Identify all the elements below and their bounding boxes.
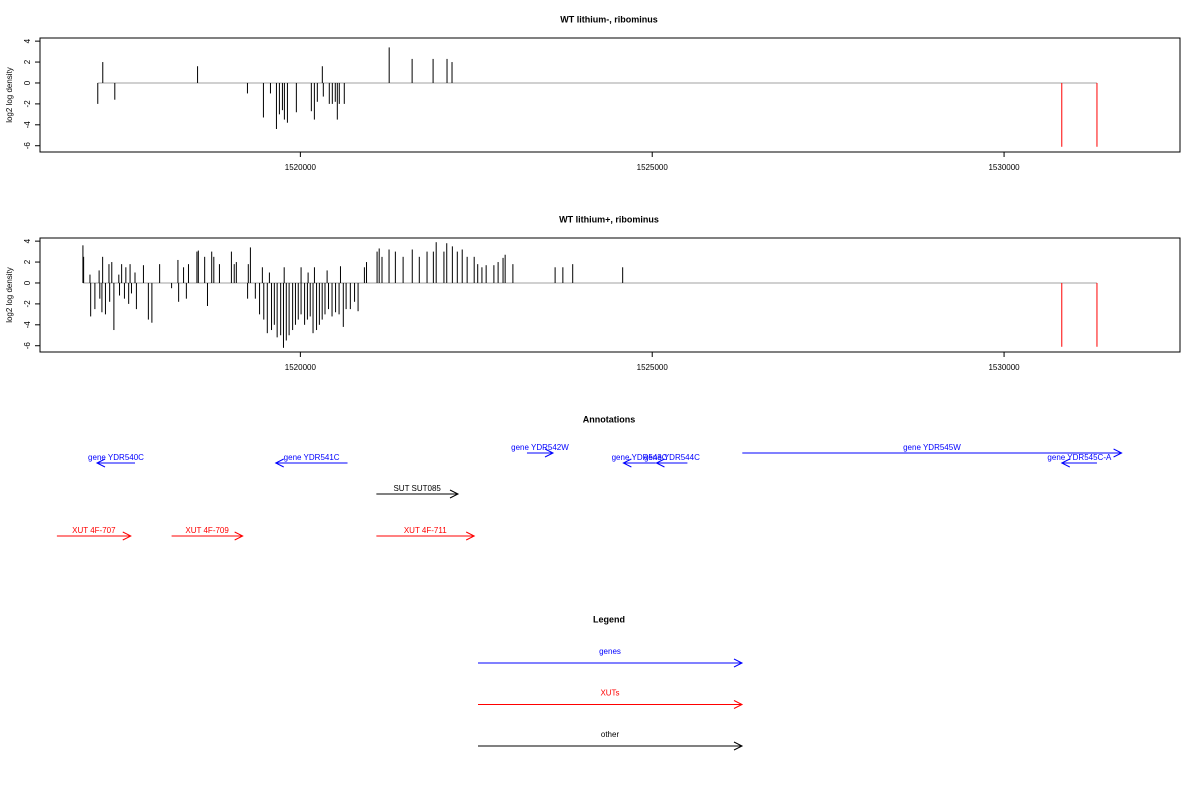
feature-label: gene YDR545C-A (1047, 453, 1112, 462)
arrow-head (544, 448, 555, 458)
y-tick-label: -6 (23, 142, 32, 150)
plot-frame (39, 237, 1181, 353)
arrow-head (733, 658, 744, 668)
feature-label: XUT 4F-707 (72, 526, 116, 535)
legend-title: Legend (593, 614, 625, 624)
feature-label: XUT 4F-709 (185, 526, 229, 535)
feature-arrow (526, 448, 555, 458)
feature-arrow (56, 531, 132, 541)
legend-label: genes (599, 647, 621, 656)
y-axis-label: log2 log density (5, 67, 14, 123)
y-tick-label: -2 (23, 100, 32, 108)
arrow-head (655, 458, 665, 468)
feature-arrow (274, 458, 348, 468)
arrow-head (733, 741, 744, 751)
feature-label: gene YDR545W (903, 443, 961, 452)
feature-arrow (376, 489, 460, 499)
plot-frame (39, 37, 1181, 153)
feature-arrow (95, 458, 135, 468)
y-tick-label: 0 (23, 80, 32, 85)
y-tick-label: -6 (23, 342, 32, 350)
x-tick-label: 1520000 (285, 163, 317, 172)
arrow-head (122, 531, 132, 541)
feature-label: XUT 4F-711 (404, 526, 447, 535)
y-tick-label: 4 (23, 238, 32, 243)
y-tick-label: -4 (23, 321, 32, 329)
feature-arrow (171, 531, 244, 541)
arrow-head (465, 531, 476, 541)
feature-label: SUT SUT085 (393, 484, 441, 493)
legend-label: XUTs (600, 689, 619, 698)
arrow-head (449, 489, 460, 499)
x-tick-label: 1525000 (637, 163, 669, 172)
arrow-head (234, 531, 244, 541)
feature-arrow (655, 458, 688, 468)
feature-label: gene YDR544C (644, 453, 700, 462)
feature-arrow (622, 458, 656, 468)
x-tick-label: 1525000 (637, 363, 669, 372)
arrow-head (274, 458, 284, 468)
x-tick-label: 1520000 (285, 363, 317, 372)
y-tick-label: -2 (23, 300, 32, 308)
chart-title: WT lithium+, ribominus (559, 214, 659, 224)
feature-label: gene YDR542W (511, 443, 569, 452)
y-tick-label: 2 (23, 259, 32, 264)
arrow-head (1113, 448, 1123, 458)
arrow-head (95, 458, 106, 468)
feature-label: gene YDR541C (284, 453, 340, 462)
y-tick-label: 2 (23, 59, 32, 64)
legend-arrow (478, 700, 744, 709)
y-tick-label: -4 (23, 121, 32, 129)
legend-label: other (601, 730, 620, 739)
y-axis-label: log2 log density (5, 267, 14, 323)
chart-title: WT lithium-, ribominus (560, 14, 658, 24)
feature-arrow (742, 448, 1123, 458)
y-tick-label: 0 (23, 280, 32, 285)
x-tick-label: 1530000 (988, 363, 1020, 372)
legend-arrow (478, 741, 744, 751)
feature-label: gene YDR540C (88, 453, 144, 462)
feature-arrow (1060, 458, 1097, 468)
legend-arrow (478, 658, 744, 668)
arrow-head (622, 458, 632, 468)
feature-label: gene YDR543C (612, 453, 668, 462)
feature-arrow (376, 531, 476, 541)
y-tick-label: 4 (23, 38, 32, 43)
arrow-head (733, 700, 744, 709)
x-tick-label: 1530000 (988, 163, 1020, 172)
arrow-head (1060, 458, 1071, 468)
annotations-title: Annotations (583, 414, 636, 424)
